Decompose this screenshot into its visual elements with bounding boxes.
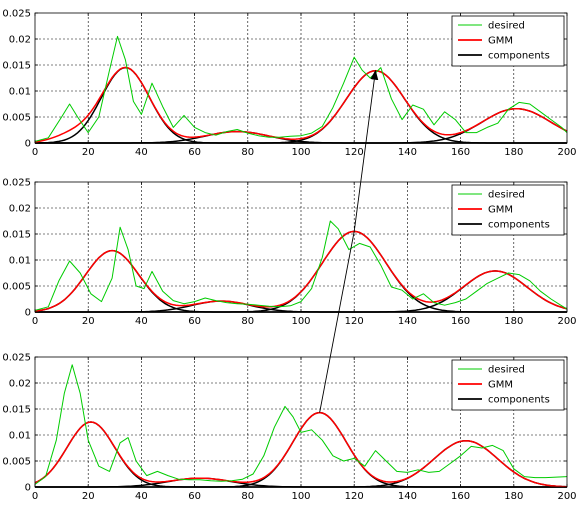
- chart-panel-2: 0 20 40 60 80 100 120 140 160 180 200 0 0.005 0.01 0.0…: [2, 178, 576, 328]
- y-tick-label: 0.01: [9, 431, 31, 442]
- legend-label-GMM: GMM: [488, 380, 513, 391]
- x-tick-label: 200: [557, 316, 576, 327]
- legend-label-components: components: [488, 220, 550, 231]
- legend: desired GMM components: [451, 359, 565, 411]
- y-tick-label: 0: [25, 139, 31, 150]
- x-tick-label: 200: [557, 491, 576, 502]
- legend: desired GMM components: [451, 184, 565, 236]
- x-tick-label: 140: [398, 147, 417, 158]
- x-tick-label: 20: [82, 491, 95, 502]
- x-tick-label: 40: [135, 491, 148, 502]
- x-tick-label: 160: [451, 147, 470, 158]
- y-tick-label: 0.01: [9, 256, 31, 267]
- y-tick-label: 0.015: [2, 230, 31, 241]
- x-tick-label: 100: [291, 491, 310, 502]
- gmm-curve: [34, 66, 568, 143]
- chart-panel-1: 0 20 40 60 80 100 120 140 160 180 200 0 0.005 0.01 0.0…: [2, 9, 576, 159]
- x-tick-label: 80: [241, 316, 254, 327]
- y-tick-label: 0.015: [2, 61, 31, 72]
- x-tick-label: 0: [32, 491, 38, 502]
- x-tick-label: 160: [451, 491, 470, 502]
- x-tick-label: 180: [504, 316, 523, 327]
- x-tick-label: 120: [345, 316, 364, 327]
- y-tick-label: 0.025: [2, 353, 31, 364]
- x-tick-label: 20: [82, 316, 95, 327]
- x-tick-label: 120: [345, 147, 364, 158]
- legend-box: [451, 184, 565, 236]
- x-tick-label: 40: [135, 147, 148, 158]
- peak-shift-arrow: [319, 69, 379, 413]
- x-tick-label: 60: [188, 147, 201, 158]
- y-tick-label: 0.02: [9, 379, 31, 390]
- legend-box: [451, 359, 565, 411]
- legend-label-components: components: [488, 395, 550, 406]
- x-tick-label: 60: [188, 316, 201, 327]
- y-tick-label: 0.015: [2, 405, 31, 416]
- x-tick-label: 140: [398, 491, 417, 502]
- chart-panel-3: 0 20 40 60 80 100 120 140 160 180 200 0 0.005 0.01 0.0…: [2, 353, 576, 503]
- y-tick-label: 0.025: [2, 9, 31, 20]
- x-tick-label: 0: [32, 316, 38, 327]
- legend-label-desired: desired: [488, 190, 525, 201]
- desired-curve: [34, 35, 568, 142]
- x-tick-label: 100: [291, 147, 310, 158]
- x-tick-label: 80: [241, 491, 254, 502]
- y-tick-label: 0: [25, 308, 31, 319]
- y-tick-label: 0.02: [9, 35, 31, 46]
- legend-label-components: components: [488, 51, 550, 62]
- legend: desired GMM components: [451, 15, 565, 67]
- x-tick-label: 140: [398, 316, 417, 327]
- y-tick-label: 0.02: [9, 204, 31, 215]
- x-tick-label: 180: [504, 491, 523, 502]
- x-tick-label: 80: [241, 147, 254, 158]
- x-tick-label: 160: [451, 316, 470, 327]
- legend-box: [451, 15, 565, 67]
- x-tick-label: 120: [345, 491, 364, 502]
- desired-curve: [34, 364, 568, 485]
- x-tick-label: 0: [32, 147, 38, 158]
- gmm-curve: [34, 230, 568, 312]
- x-tick-label: 20: [82, 147, 95, 158]
- x-tick-label: 40: [135, 316, 148, 327]
- x-tick-label: 100: [291, 316, 310, 327]
- x-tick-label: 180: [504, 147, 523, 158]
- x-tick-label: 200: [557, 147, 576, 158]
- gmm-curve: [34, 411, 568, 488]
- x-tick-label: 60: [188, 491, 201, 502]
- legend-label-desired: desired: [488, 21, 525, 32]
- legend-label-GMM: GMM: [488, 205, 513, 216]
- y-tick-label: 0.01: [9, 87, 31, 98]
- legend-label-desired: desired: [488, 365, 525, 376]
- legend-label-GMM: GMM: [488, 36, 513, 47]
- y-tick-label: 0.025: [2, 178, 31, 189]
- desired-curve: [34, 220, 568, 311]
- y-tick-label: 0.005: [2, 113, 31, 124]
- y-tick-label: 0.005: [2, 282, 31, 293]
- y-tick-label: 0.005: [2, 457, 31, 468]
- y-tick-label: 0: [25, 483, 31, 494]
